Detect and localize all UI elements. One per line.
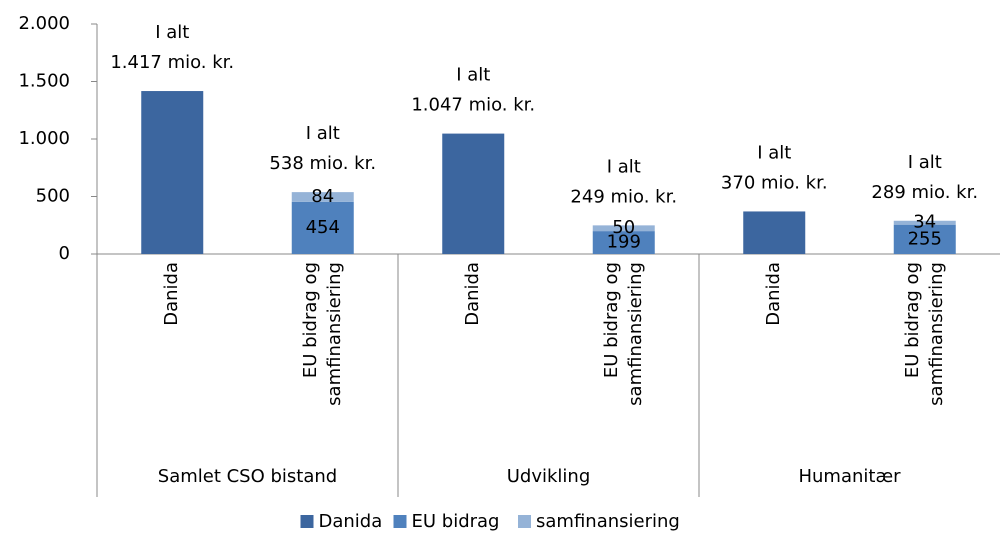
data-label: 199 — [607, 232, 641, 253]
x-tick-label: EU bidrag og samfinansiering — [299, 262, 345, 406]
bar-segment — [442, 133, 505, 254]
bar-segment — [291, 192, 354, 202]
total-annotation: 289 mio. kr. — [871, 182, 978, 203]
total-annotation: 370 mio. kr. — [721, 172, 828, 193]
total-annotation: I alt — [908, 152, 942, 173]
y-tick-label: 500 — [36, 186, 70, 207]
total-annotation: I alt — [757, 142, 791, 163]
bar-segment — [291, 201, 354, 254]
total-annotation: 1.417 mio. kr. — [110, 52, 234, 73]
legend-label: Danida — [319, 511, 383, 532]
group-label: Humanitær — [798, 466, 901, 487]
bar-segment — [743, 211, 806, 254]
y-tick-label: 0 — [59, 243, 70, 264]
legend-label: samfinansiering — [536, 511, 680, 532]
total-annotation: I alt — [155, 22, 189, 43]
data-label: 255 — [908, 228, 942, 249]
x-tick-label: EU bidrag og samfinansiering — [901, 262, 947, 406]
y-tick-label: 1.500 — [18, 71, 70, 92]
y-tick-label: 1.000 — [18, 128, 70, 149]
x-tick-label: EU bidrag og samfinansiering — [600, 262, 646, 406]
data-label: 50 — [612, 217, 635, 238]
x-tick-label: Danida — [462, 262, 484, 326]
data-label: 34 — [913, 212, 936, 233]
bar-segment — [893, 224, 956, 254]
data-label: 454 — [306, 217, 340, 238]
legend-swatch — [300, 515, 314, 528]
total-annotation: 249 mio. kr. — [570, 186, 677, 207]
total-annotation: I alt — [306, 123, 340, 144]
legend-swatch — [518, 515, 531, 528]
bar-segment — [893, 220, 956, 225]
x-tick-label: Danida — [161, 262, 183, 326]
x-tick-label: Danida — [763, 262, 785, 326]
total-annotation: 1.047 mio. kr. — [411, 95, 535, 116]
total-annotation: 538 mio. kr. — [269, 153, 376, 174]
legend-label: EU bidrag — [412, 511, 500, 532]
legend-swatch — [393, 515, 407, 528]
bar-segment — [592, 231, 655, 254]
group-label: Samlet CSO bistand — [158, 466, 337, 487]
group-label: Udvikling — [507, 466, 591, 487]
total-annotation: I alt — [456, 65, 490, 86]
data-label: 84 — [311, 186, 334, 207]
bar-segment — [592, 225, 655, 232]
y-tick-label: 2.000 — [18, 13, 70, 34]
total-annotation: I alt — [607, 156, 641, 177]
bar-segment — [141, 91, 204, 254]
